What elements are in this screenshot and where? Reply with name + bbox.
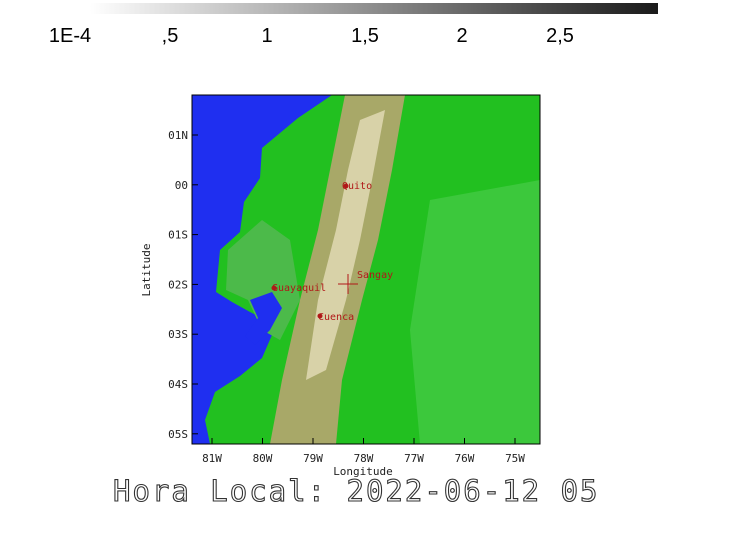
marker [317,313,323,319]
y-axis-title: Latitude [140,244,153,297]
map-frame [191,94,541,445]
colorbar-label: 1,5 [351,25,379,47]
marker [271,285,277,291]
lon-label: 79W [303,452,323,465]
colorbar-label: 2,5 [546,25,574,47]
lat-label: 04S [168,378,188,391]
lat-label: 00 [175,179,188,192]
lon-label: 81W [202,452,222,465]
lat-label: 02S [168,278,188,291]
lat-label: 01N [168,129,188,142]
city-markers [271,183,358,319]
place-label: Quito [342,181,372,192]
marker [343,183,349,189]
lon-label: 75W [505,452,525,465]
colorbar-label: 1E-4 [49,25,91,47]
lat-label: 03S [168,328,188,341]
colorbar-label: 2 [456,25,467,47]
lat-label: 01S [168,229,188,242]
lat-label: 05S [168,428,188,441]
lon-label: 77W [404,452,424,465]
colorbar-label: 1 [261,25,272,47]
place-label: Sangay [357,270,393,281]
footer: Hora Local: 2022-06-12 05 [113,474,600,508]
x-axis-title: Longitude [333,465,393,478]
terrain [192,95,540,444]
gulf [245,292,282,345]
place-label: Cuenca [318,312,354,323]
place-label: Guayaquil [272,283,326,294]
colorbar [90,3,658,14]
lon-label: 78W [354,452,374,465]
coastal-lowland [226,220,300,340]
lon-label: 80W [253,452,273,465]
lon-label: 76W [455,452,475,465]
east-plain [410,180,540,444]
andes-high [306,110,385,380]
colorbar-label: ,5 [162,25,179,47]
